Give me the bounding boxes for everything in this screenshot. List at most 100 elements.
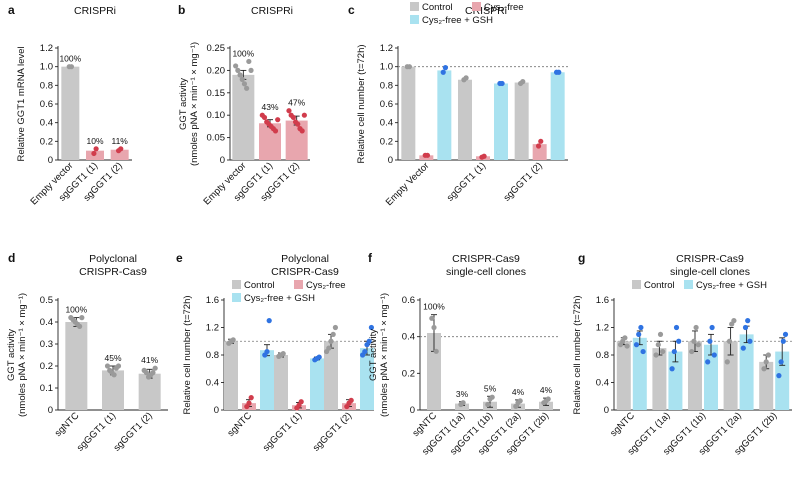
bar (65, 322, 88, 410)
legend-label: Control (244, 280, 275, 291)
data-point (244, 85, 250, 91)
data-point (440, 69, 446, 75)
legend-label: Cys₂-free + GSH (696, 280, 767, 291)
panel-letter: a (8, 3, 15, 17)
data-point (330, 331, 336, 337)
panel-a: a CRISPRi Relative GGT1 mRNA level 0 0.2 0.4 0… (8, 3, 132, 207)
bar (61, 66, 80, 160)
y-tick-label: 0.8 (596, 350, 609, 361)
data-point (442, 65, 449, 71)
y-tick-label: 0.8 (40, 80, 53, 91)
bar (632, 337, 647, 410)
data-point (693, 324, 699, 331)
data-point (711, 352, 717, 358)
data-point (280, 351, 286, 357)
y-tick-label: 0 (48, 405, 53, 416)
panel-title: CRISPRi (251, 5, 293, 17)
data-point (673, 324, 680, 331)
bar (437, 70, 452, 160)
y-axis-label: Relative cell number (t=72h) (572, 295, 583, 414)
panel-title: CRISPR-Cas9 (79, 266, 147, 278)
data-point (316, 354, 322, 360)
data-point (368, 324, 374, 331)
data-point (266, 318, 272, 324)
data-point (246, 58, 252, 65)
data-point (485, 401, 491, 408)
data-point (290, 114, 296, 121)
y-tick-label: 0.6 (380, 99, 393, 110)
x-tick-label: Empty Vector (384, 160, 432, 208)
panel-title: CRISPRi (74, 5, 116, 17)
legend-swatch (684, 280, 693, 289)
y-tick-label: 0.05 (207, 133, 226, 144)
y-tick-label: 1.2 (206, 323, 219, 334)
bar (532, 144, 547, 160)
y-tick-label: 0.5 (40, 295, 53, 306)
percent-label: 10% (86, 136, 103, 146)
bar (401, 66, 416, 160)
data-point (691, 338, 697, 344)
y-axis-label: Relative cell number (t=72h) (182, 295, 193, 414)
panel-letter: f (368, 251, 373, 265)
data-point (689, 348, 695, 355)
bar (550, 72, 565, 160)
bar (259, 123, 281, 160)
legend-swatch (410, 2, 419, 11)
data-point (429, 315, 435, 321)
panel-title: CRISPR-Cas9 (676, 253, 744, 265)
x-tick-label: sgGGT1 (2) (112, 410, 155, 453)
data-point (460, 400, 466, 406)
y-tick-label: 1.2 (380, 43, 393, 54)
panel-title: CRISPR-Cas9 (452, 253, 520, 265)
percent-label: 11% (111, 136, 128, 146)
bar (514, 82, 529, 160)
legend-label: Cys₂-free + GSH (244, 293, 315, 304)
data-point (640, 348, 646, 355)
legend-label: Cys₂-free + GSH (422, 15, 493, 26)
y-tick-label: 0.2 (380, 136, 393, 147)
y-axis-label: Relative GGT1 mRNA level (16, 46, 27, 161)
bar (539, 401, 553, 410)
bar (260, 350, 274, 410)
bar (138, 373, 161, 410)
data-point (624, 343, 630, 349)
bar (494, 83, 508, 160)
data-point (660, 348, 666, 355)
data-point (726, 338, 733, 344)
y-tick-label: 0 (220, 155, 225, 166)
legend-swatch (472, 2, 481, 11)
data-point (326, 345, 332, 351)
data-point (286, 108, 292, 114)
data-point (79, 315, 85, 321)
legend-swatch (294, 280, 303, 289)
bar (324, 341, 338, 410)
y-tick-label: 0.15 (207, 88, 226, 99)
data-point (782, 331, 789, 337)
data-point (233, 63, 239, 69)
data-point (406, 64, 413, 70)
data-point (776, 373, 782, 379)
panel-title: Polyclonal (89, 253, 137, 265)
x-tick-label: sgNTC (225, 410, 254, 439)
legend-swatch (632, 280, 641, 289)
y-axis-label: GGT activity (368, 329, 379, 381)
bar (110, 149, 129, 160)
y-tick-label: 1.2 (40, 43, 53, 54)
legend-swatch (410, 15, 419, 24)
bar (224, 341, 238, 410)
percent-label: 100% (65, 305, 87, 315)
x-tick-label: sgNTC (53, 410, 82, 439)
data-point (275, 117, 281, 123)
y-tick-label: 0.6 (40, 99, 53, 110)
panel-title: single-cell clones (670, 266, 750, 278)
panel-letter: g (578, 251, 585, 265)
data-point (731, 318, 737, 324)
data-point (489, 394, 495, 400)
data-point (77, 323, 83, 329)
data-point (705, 359, 711, 365)
bar (688, 341, 702, 410)
y-tick-label: 0.2 (402, 368, 415, 379)
y-tick-label: 0.6 (402, 295, 415, 306)
data-point (520, 79, 526, 85)
